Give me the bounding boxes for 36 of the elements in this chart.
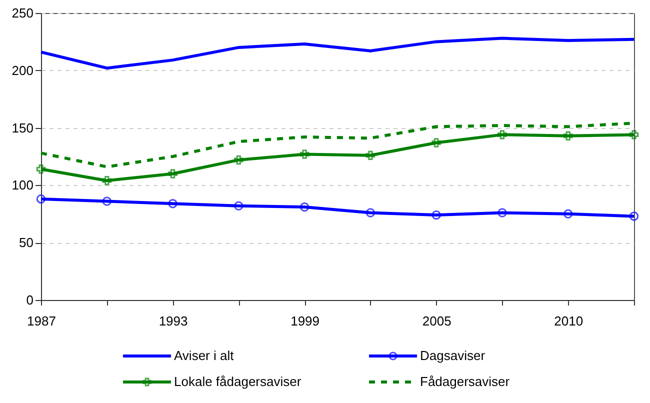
- legend-label: Fådagersaviser: [420, 374, 510, 389]
- point: [498, 130, 507, 140]
- x-tick-label: 2010: [554, 314, 584, 328]
- y-tick-label: 0: [26, 292, 34, 308]
- y-tick-label: 50: [19, 235, 34, 250]
- point: [563, 209, 573, 219]
- y-tick-label: 150: [12, 120, 34, 136]
- x-tick-label: 1987: [27, 314, 56, 328]
- point: [234, 201, 244, 210]
- point: [629, 130, 639, 140]
- point: [168, 169, 178, 178]
- point: [366, 208, 376, 218]
- x-tick-label: 1993: [158, 314, 188, 328]
- point: [432, 138, 441, 148]
- point: [36, 164, 46, 174]
- point: [300, 202, 310, 212]
- point: [629, 212, 639, 221]
- legend-label: Aviser i alt: [174, 348, 234, 363]
- x-tick-label: 1999: [290, 314, 320, 328]
- point: [432, 210, 441, 220]
- point: [102, 196, 112, 206]
- y-tick-label: 100: [12, 178, 34, 193]
- point: [563, 131, 573, 140]
- point: [168, 198, 178, 208]
- y-tick-label: 200: [12, 62, 34, 78]
- legend-label: Lokale fådagersaviser: [174, 374, 302, 389]
- line-series: [40, 36, 636, 70]
- x-tick-label: 2005: [422, 314, 452, 328]
- point: [498, 208, 507, 218]
- point: [366, 150, 376, 160]
- legend-label: Dagsaviser: [420, 348, 486, 363]
- point: [234, 155, 244, 165]
- y-tick-label: 250: [12, 6, 34, 20]
- point: [300, 150, 310, 159]
- point: [36, 194, 46, 204]
- point: [102, 176, 112, 186]
